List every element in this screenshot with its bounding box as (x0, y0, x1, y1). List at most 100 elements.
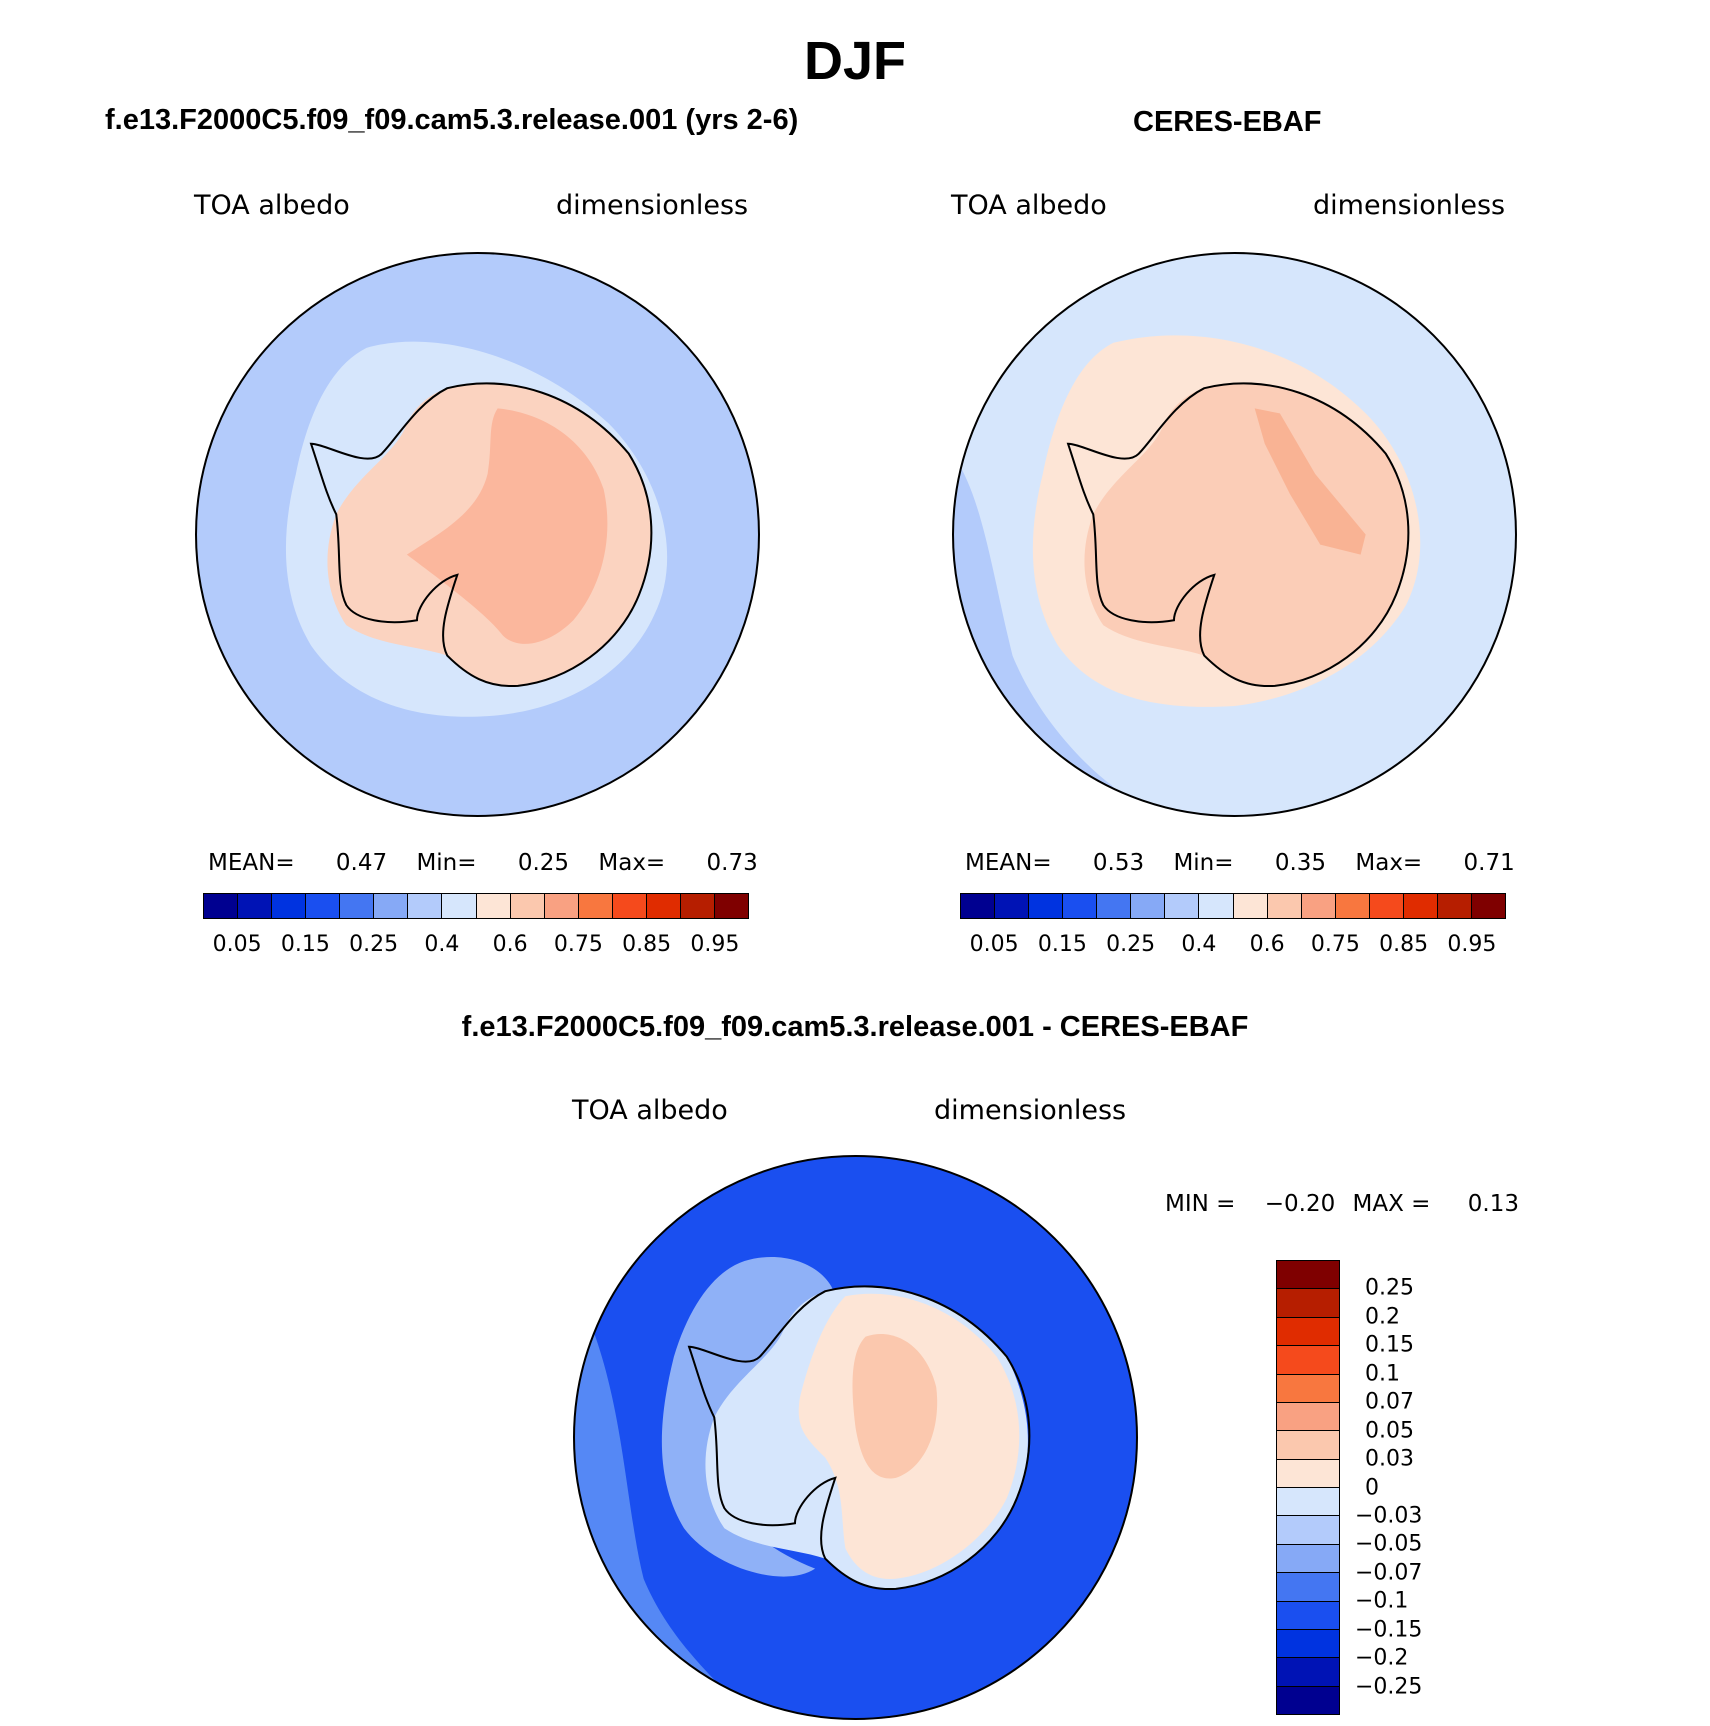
obs-colorbar-box (1403, 894, 1438, 918)
diff-colorbar-tick-label: 0.15 (1365, 1332, 1414, 1358)
obs-colorbar-tick-label: 0.25 (1106, 932, 1156, 957)
obs-colorbar-tick-label: 0.15 (1037, 932, 1087, 957)
obs-variable-label: TOA albedo (951, 190, 1107, 221)
diff-colorbar-box (1277, 1573, 1339, 1602)
diff-polar-map (573, 1155, 1138, 1720)
diff-max-label: MAX = (1352, 1191, 1431, 1217)
diff-colorbar-tick-label: 0.2 (1365, 1304, 1400, 1330)
diff-colorbar-box (1277, 1374, 1339, 1403)
model-colorbar-box (578, 894, 613, 918)
diff-colorbar-labels: 0.25 0.2 0.15 0.1 0.07 0.05 0.03 0 −0.03 −0.05 −0.… (1355, 1260, 1475, 1715)
diff-colorbar-tick-label: −0.07 (1355, 1560, 1423, 1586)
obs-colorbar-box (1131, 894, 1166, 918)
model-colorbar (203, 893, 749, 919)
obs-min-value: 0.35 (1274, 850, 1327, 876)
diff-colorbar-box (1277, 1402, 1339, 1432)
obs-interior-ridge (1254, 408, 1366, 555)
obs-max-label: Max= (1355, 850, 1423, 876)
obs-colorbar-box (1471, 894, 1505, 918)
obs-colorbar-tick-label: 0.85 (1379, 932, 1429, 957)
model-colorbar-box (374, 894, 409, 918)
diff-colorbar-box (1277, 1289, 1339, 1318)
obs-colorbar-box (1063, 894, 1098, 918)
obs-ice-shelf (1084, 383, 1409, 687)
diff-land-warm-patch (852, 1334, 938, 1479)
diff-colorbar-tick-label: −0.1 (1355, 1588, 1409, 1614)
obs-colorbar-box (1233, 894, 1268, 918)
model-colorbar-box (544, 894, 579, 918)
diff-variable-label: TOA albedo (572, 1095, 728, 1126)
model-colorbar-tick-label: 0.4 (424, 932, 460, 957)
obs-colorbar (960, 893, 1506, 919)
diff-max-value: 0.13 (1467, 1191, 1519, 1217)
diff-colorbar-tick-label: 0 (1365, 1475, 1379, 1500)
model-colorbar-tick-label: 0.85 (622, 932, 672, 957)
diff-colorbar-tick-label: −0.25 (1355, 1674, 1423, 1700)
model-colorbar-box (408, 894, 443, 918)
model-colorbar-box (714, 894, 748, 918)
model-colorbar-box (204, 894, 239, 918)
model-colorbar-tick-label: 0.95 (690, 932, 740, 957)
diff-colorbar-tick-label: −0.03 (1355, 1503, 1423, 1529)
diff-min-value: −0.20 (1264, 1191, 1336, 1217)
model-colorbar-tick-label: 0.05 (212, 932, 262, 957)
model-colorbar-box (272, 894, 307, 918)
model-max-value: 0.73 (706, 850, 758, 876)
diff-colorbar-box (1277, 1601, 1339, 1630)
diff-stats: MIN = −0.20 MAX = 0.13 (1165, 1191, 1519, 1217)
diff-colorbar-tick-label: −0.05 (1355, 1531, 1423, 1557)
model-colorbar-tick-label: 0.15 (280, 932, 330, 957)
obs-colorbar-box (1097, 894, 1132, 918)
diff-colorbar-box (1277, 1629, 1339, 1659)
obs-colorbar-tick-label: 0.6 (1249, 932, 1285, 957)
diff-min-label: MIN = (1165, 1191, 1236, 1217)
model-min-value: 0.25 (517, 850, 570, 876)
obs-mean-value: 0.53 (1092, 850, 1145, 876)
diff-colorbar-tick-label: 0.03 (1365, 1446, 1414, 1472)
diff-coastline (687, 1285, 1031, 1591)
diff-colorbar-box (1277, 1488, 1339, 1517)
obs-colorbar-box (1301, 894, 1336, 918)
model-colorbar-box (476, 894, 511, 918)
diff-colorbar-box (1277, 1261, 1339, 1290)
model-polar-map (195, 252, 760, 817)
model-antarctic-interior (406, 408, 608, 644)
model-mean-label: MEAN= (208, 850, 295, 876)
obs-colorbar-box (961, 894, 996, 918)
diff-colorbar-tick-label: 0.1 (1365, 1361, 1400, 1387)
obs-colorbar-box (1029, 894, 1064, 918)
model-units-label: dimensionless (556, 190, 749, 221)
model-min-label: Min= (416, 850, 477, 876)
model-colorbar-box (680, 894, 715, 918)
diff-colorbar-box (1277, 1544, 1339, 1574)
diff-colorbar-box (1277, 1431, 1339, 1460)
model-colorbar-tick-label: 0.25 (349, 932, 399, 957)
obs-map-border (952, 252, 1517, 817)
model-colorbar-tick-label: 0.75 (553, 932, 603, 957)
diff-colorbar-box (1277, 1459, 1339, 1488)
diff-colorbar-box (1277, 1658, 1339, 1687)
model-colorbar-box (442, 894, 477, 918)
diff-colorbar (1276, 1260, 1340, 1715)
obs-colorbar-box (995, 894, 1030, 918)
obs-colorbar-tick-label: 0.75 (1310, 932, 1360, 957)
obs-mean-label: MEAN= (965, 850, 1052, 876)
obs-units-label: dimensionless (1313, 190, 1506, 221)
diff-colorbar-tick-label: 0.25 (1365, 1275, 1414, 1301)
model-colorbar-box (646, 894, 681, 918)
model-max-label: Max= (598, 850, 666, 876)
obs-colorbar-box (1437, 894, 1472, 918)
diff-colorbar-box (1277, 1686, 1339, 1714)
model-colorbar-box (612, 894, 647, 918)
model-colorbar-tick-label: 0.6 (492, 932, 528, 957)
diff-units-label: dimensionless (934, 1095, 1127, 1126)
figure-title: DJF (803, 31, 906, 91)
diff-colorbar-tick-label: 0.07 (1365, 1389, 1414, 1415)
diff-colorbar-tick-label: 0.05 (1365, 1418, 1414, 1444)
model-colorbar-box (340, 894, 375, 918)
model-map-border (195, 252, 760, 817)
diff-colorbar-box (1277, 1317, 1339, 1347)
obs-polar-map (952, 252, 1517, 817)
obs-colorbar-tick-label: 0.4 (1181, 932, 1217, 957)
model-coastline (309, 382, 653, 688)
